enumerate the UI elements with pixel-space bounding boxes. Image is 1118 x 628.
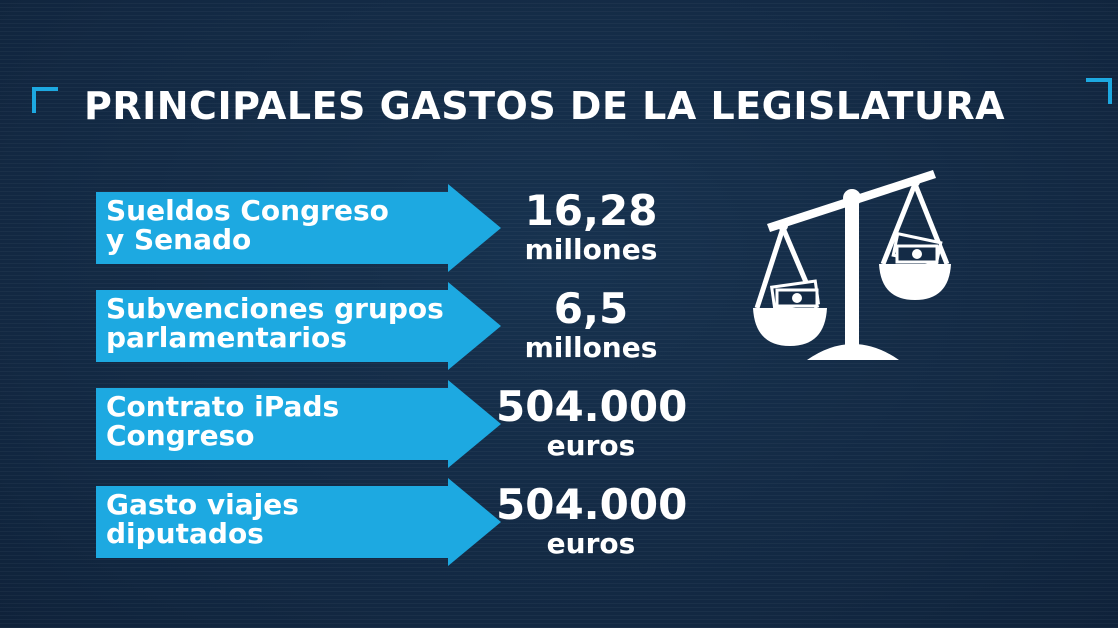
expense-amount: 504.000 euros: [496, 480, 688, 560]
expense-row-2: Subvenciones grupos parlamentarios 6,5 m…: [96, 282, 696, 370]
money-icon: [891, 231, 943, 267]
expense-row-3: Contrato iPads Congreso 504.000 euros: [96, 380, 696, 468]
expense-amount: 6,5 millones: [496, 286, 686, 364]
expense-row-4: Gasto viajes diputados 504.000 euros: [96, 478, 696, 566]
balance-scale-icon: [753, 170, 951, 360]
amount-value: 504.000: [496, 382, 688, 431]
expense-amount: 504.000 euros: [496, 382, 688, 462]
corner-bracket-top-right-icon: [1086, 78, 1112, 104]
expense-arrow: Subvenciones grupos parlamentarios: [96, 282, 501, 370]
amount-value: 504.000: [496, 480, 688, 529]
expense-label: Sueldos Congreso y Senado: [106, 194, 389, 256]
expense-row-1: Sueldos Congreso y Senado 16,28 millones: [96, 184, 696, 272]
expense-arrow: Sueldos Congreso y Senado: [96, 184, 501, 272]
arrow-shape-icon: [96, 282, 501, 370]
page-title: PRINCIPALES GASTOS DE LA LEGISLATURA: [84, 84, 1005, 128]
amount-unit: millones: [524, 331, 658, 364]
amount-value: 16,28: [524, 186, 658, 235]
amount-unit: millones: [524, 233, 658, 266]
expense-arrow: Contrato iPads Congreso: [96, 380, 501, 468]
arrow-shape-icon: [96, 478, 501, 566]
expense-label: Gasto viajes diputados: [106, 488, 299, 550]
amount-unit: euros: [546, 527, 636, 560]
arrow-shape-icon: [96, 380, 501, 468]
expense-arrow: Gasto viajes diputados: [96, 478, 501, 566]
expense-label: Subvenciones grupos parlamentarios: [106, 292, 444, 354]
arrow-shape-icon: [96, 184, 501, 272]
expense-label: Contrato iPads Congreso: [106, 390, 340, 452]
amount-unit: euros: [546, 429, 636, 462]
amount-value: 6,5: [553, 284, 629, 333]
corner-bracket-top-left-icon: [32, 87, 58, 113]
money-icon: [769, 279, 821, 311]
expense-amount: 16,28 millones: [496, 188, 686, 266]
